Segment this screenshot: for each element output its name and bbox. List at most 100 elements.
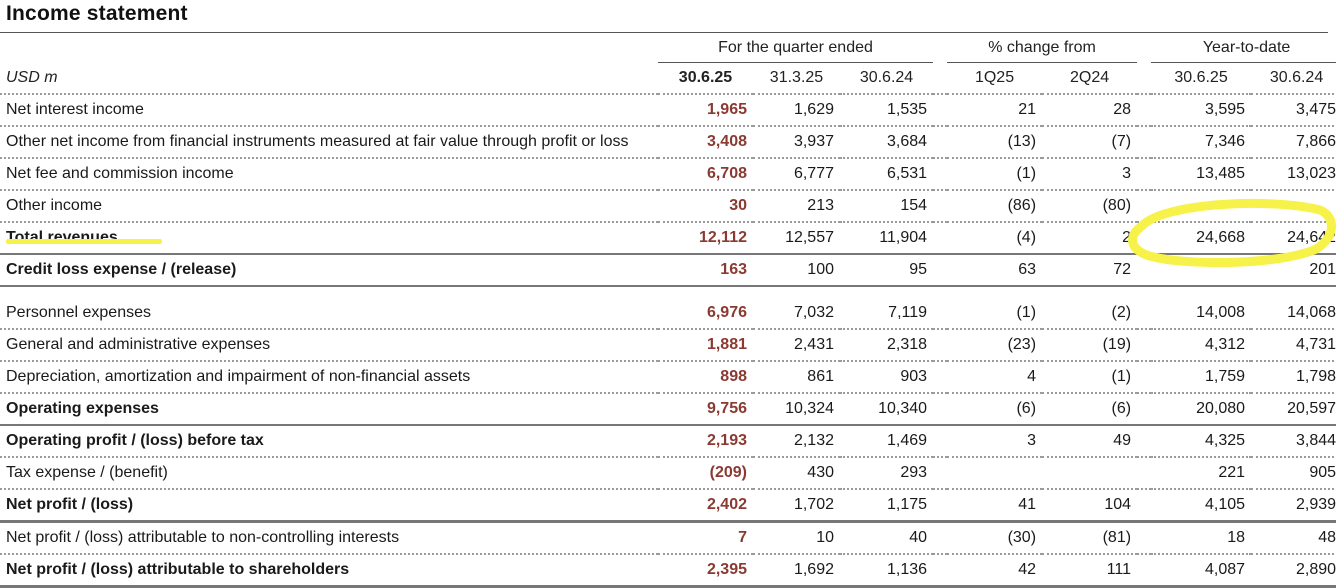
value-cell: (6)	[1042, 392, 1138, 425]
value-cell: 40	[840, 520, 934, 554]
value-cell: (1)	[1016, 304, 1037, 321]
table-row: Operating expenses 9,756 10,324 10,340 (6) (6…	[0, 392, 1336, 425]
value-cell: 14,068	[1287, 304, 1336, 321]
value-cell: 6,777	[753, 157, 840, 190]
value-cell: 111	[1042, 553, 1138, 588]
value-cell: 12,112	[658, 221, 753, 254]
value-cell: (2)	[1111, 304, 1132, 321]
row-label: Operating profit / (loss) before tax	[0, 424, 658, 457]
value-cell: 4,105	[1151, 488, 1252, 522]
value-cell: 3,684	[840, 125, 934, 158]
value-cell: (7)	[1042, 125, 1138, 158]
table-row: Credit loss expense / (release) 163 100 95 6…	[0, 253, 1336, 286]
value-cell: (209)	[658, 456, 753, 489]
row-label: Depreciation, amortization and impairmen…	[0, 360, 658, 393]
value-cell: 861	[753, 360, 840, 393]
row-label: Other net income from financial instrume…	[0, 125, 658, 158]
value-cell: 6,531	[840, 157, 934, 190]
value-cell: 49	[1042, 424, 1138, 457]
col-header: 1Q25	[974, 69, 1015, 86]
value-cell: 2,193	[658, 424, 753, 457]
value-cell: (1)	[947, 157, 1043, 190]
value-cell: (13)	[947, 125, 1043, 158]
value-cell: 48	[1251, 520, 1336, 554]
value-cell: (86)	[947, 189, 1043, 222]
table-row: Operating profit / (loss) before tax 2,19…	[0, 424, 1336, 457]
row-label: Net interest income	[0, 93, 658, 126]
value-cell: 10,324	[753, 392, 840, 425]
row-label: Net profit / (loss) attributable to shar…	[0, 553, 658, 588]
statement-title: Income statement	[6, 2, 188, 25]
value-cell: (30)	[947, 520, 1043, 554]
value-cell: 4,731	[1251, 328, 1336, 361]
value-cell: 10,340	[840, 392, 934, 425]
value-cell: 2,318	[840, 328, 934, 361]
row-label: Total revenues	[0, 221, 658, 254]
value-cell: 95	[840, 253, 934, 286]
row-label: Net fee and commission income	[0, 157, 658, 190]
value-cell: 24,668	[1151, 221, 1252, 254]
value-cell	[1251, 189, 1336, 222]
value-cell: 28	[1042, 93, 1138, 126]
col-header: 31.3.25	[769, 69, 824, 86]
value-cell: 1,535	[840, 93, 934, 126]
row-label: Tax expense / (benefit)	[0, 456, 658, 489]
table-row: Net profit / (loss) 2,402 1,702 1,175 41 104 4…	[0, 488, 1336, 522]
value-cell: (23)	[947, 328, 1043, 361]
header-quarter-group: For the quarter ended	[658, 33, 934, 63]
table-row: Net profit / (loss) attributable to non-…	[0, 520, 1336, 554]
title-divider	[0, 32, 1328, 33]
value-cell: (4)	[947, 221, 1043, 254]
value-cell: 6,976	[706, 304, 747, 321]
value-cell: 4,087	[1151, 553, 1252, 588]
value-cell: (6)	[947, 392, 1043, 425]
value-cell: 2,402	[658, 488, 753, 522]
value-cell: 1,798	[1251, 360, 1336, 393]
table-row: Net profit / (loss) attributable to shar…	[0, 553, 1336, 588]
col-header: 30.6.25	[678, 69, 733, 86]
row-label: Other income	[0, 189, 658, 222]
value-cell: 3	[1042, 157, 1138, 190]
value-cell: 20,080	[1151, 392, 1252, 425]
value-cell: 7,866	[1251, 125, 1336, 158]
value-cell: 201	[1251, 253, 1336, 286]
value-cell: 1,965	[658, 93, 753, 126]
value-cell: 14,008	[1196, 304, 1246, 321]
value-cell: 898	[658, 360, 753, 393]
value-cell: 2,939	[1251, 488, 1336, 522]
value-cell: 24,642	[1251, 221, 1336, 254]
row-label: Net profit / (loss) attributable to non-…	[0, 520, 658, 554]
value-cell: 9,756	[658, 392, 753, 425]
row-label: Credit loss expense / (release)	[0, 253, 658, 286]
section-separator	[0, 285, 1336, 298]
value-cell: (80)	[1042, 189, 1138, 222]
value-cell: 1,469	[840, 424, 934, 457]
value-cell	[947, 456, 1043, 489]
value-cell: 63	[947, 253, 1043, 286]
value-cell: 1,692	[753, 553, 840, 588]
value-cell: 7	[658, 520, 753, 554]
table-row: Other net income from financial instrume…	[0, 125, 1336, 158]
value-cell: 42	[947, 553, 1043, 588]
value-cell: 3,408	[658, 125, 753, 158]
value-cell: 100	[753, 253, 840, 286]
row-label: General and administrative expenses	[0, 328, 658, 361]
value-cell: 13,023	[1251, 157, 1336, 190]
value-cell: 163	[658, 253, 753, 286]
value-cell: 3,937	[753, 125, 840, 158]
value-cell: 213	[753, 189, 840, 222]
value-cell	[1042, 456, 1138, 489]
value-cell: 20,597	[1251, 392, 1336, 425]
value-cell: 2,890	[1251, 553, 1336, 588]
value-cell	[1151, 189, 1252, 222]
value-cell: 13,485	[1151, 157, 1252, 190]
value-cell: 11,904	[840, 221, 934, 254]
value-cell: 7,346	[1151, 125, 1252, 158]
value-cell: 21	[947, 93, 1043, 126]
col-header: 2Q24	[1069, 69, 1110, 86]
value-cell: 2,395	[658, 553, 753, 588]
yellow-underline-annotation	[6, 239, 162, 244]
col-header: 30.6.25	[1174, 69, 1228, 86]
col-header: 30.6.24	[1269, 69, 1324, 86]
value-cell: 1,881	[658, 328, 753, 361]
